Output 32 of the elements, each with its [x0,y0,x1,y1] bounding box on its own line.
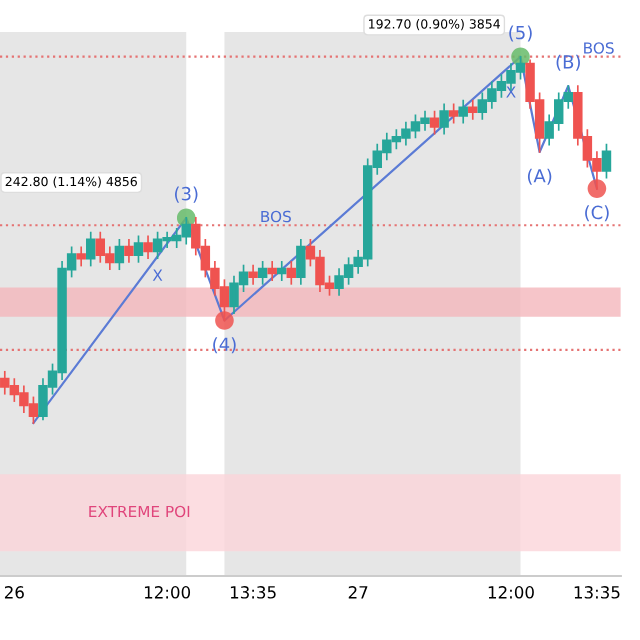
annotation: (4) [213,337,236,354]
candlestick [114,239,125,271]
candlestick [76,246,86,267]
text: (5) [509,25,532,42]
x-tick-label: 13:35 [230,586,276,599]
x-tick-label: 27 [348,586,368,599]
candlestick [429,110,440,135]
candlestick [448,103,459,124]
candlestick [277,261,287,282]
point [587,179,607,198]
x-tick-label: 12:00 [144,586,191,599]
x-tick-label: 12:00 [488,586,534,599]
candlestick [439,103,449,135]
candlestick [257,261,268,285]
candlestick [124,239,134,263]
candlestick [267,261,277,282]
x-tick-label: 26 [4,586,24,599]
candlestick [248,264,258,285]
candlestick [458,99,468,124]
candlestick [601,143,612,179]
annotation: (A) [527,168,552,185]
point [215,311,234,330]
candlestick [133,235,144,263]
annotation: (B) [556,54,580,71]
x-tick-label: 13:35 [574,586,620,599]
candlestick [296,239,306,285]
candlestick [286,261,297,285]
candlestick [143,235,153,260]
candlestick [86,231,96,267]
candlestick [468,99,478,120]
annotation: (C) [585,205,609,222]
annotation: (3) [175,186,198,203]
